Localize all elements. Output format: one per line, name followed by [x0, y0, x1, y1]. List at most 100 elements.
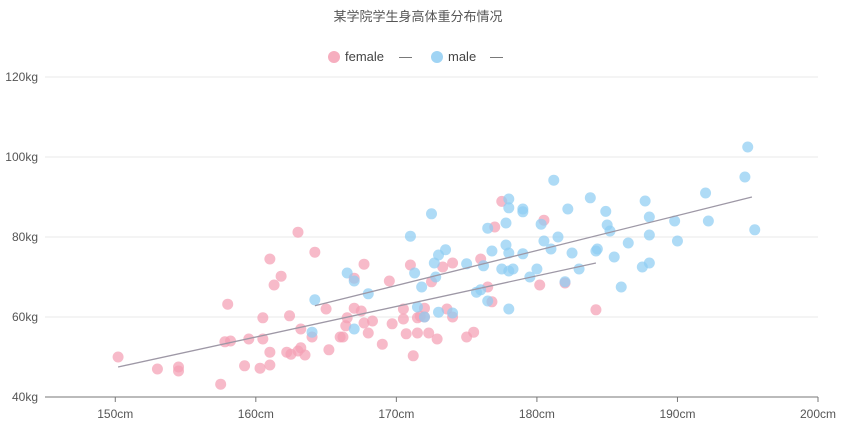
data-point-male	[669, 215, 681, 227]
data-point-male	[545, 243, 557, 255]
data-point-female	[284, 310, 296, 322]
data-point-male	[562, 203, 574, 215]
data-point-male	[486, 245, 498, 257]
data-point-female	[362, 327, 374, 339]
data-point-male	[702, 215, 714, 227]
data-point-male	[500, 217, 512, 229]
data-point-female	[590, 304, 602, 316]
x-tick-label: 180cm	[519, 407, 555, 421]
data-point-female	[151, 363, 163, 375]
data-point-male	[503, 247, 515, 259]
data-point-female	[400, 328, 412, 340]
data-point-female	[292, 226, 304, 238]
data-point-female	[397, 303, 409, 315]
y-tick-label: 60kg	[12, 310, 38, 324]
data-point-female	[397, 313, 409, 325]
data-point-female	[386, 318, 398, 330]
data-point-female	[112, 351, 124, 363]
data-point-male	[433, 306, 445, 318]
data-point-female	[268, 279, 280, 291]
legend-item-female[interactable]: female —	[328, 49, 412, 64]
data-point-male	[341, 267, 353, 279]
data-point-male	[531, 263, 543, 275]
chart-title: 某学院学生身高体重分布情况	[333, 9, 502, 24]
data-point-male	[306, 326, 318, 338]
data-point-male	[404, 230, 416, 242]
data-point-male	[447, 307, 459, 319]
data-point-male	[478, 260, 490, 272]
legend-line-male: —	[490, 49, 503, 64]
data-point-female	[366, 315, 378, 327]
data-point-male	[749, 224, 761, 236]
data-point-female	[358, 317, 370, 329]
data-point-male	[503, 303, 515, 315]
x-tick-label: 150cm	[97, 407, 133, 421]
data-point-female	[431, 333, 443, 345]
axes: 40kg 60kg 80kg 100kg 120kg 150cm 160cm 170cm 180…	[5, 70, 836, 421]
data-point-female	[275, 270, 287, 282]
data-point-female	[299, 349, 311, 361]
y-tick-label: 100kg	[5, 150, 38, 164]
x-tick-label: 160cm	[238, 407, 274, 421]
data-point-male	[643, 229, 655, 241]
data-point-male	[348, 323, 360, 335]
data-point-female	[264, 346, 276, 358]
data-point-female	[468, 326, 480, 338]
x-tick-label: 190cm	[659, 407, 695, 421]
legend-label-female: female	[345, 49, 384, 64]
y-tick-label: 120kg	[5, 70, 38, 84]
data-point-male	[362, 288, 374, 300]
data-point-female	[257, 312, 269, 324]
legend-label-male: male	[448, 49, 476, 64]
data-point-male	[430, 271, 442, 283]
trend-lines	[117, 196, 753, 368]
data-point-male	[416, 281, 428, 293]
data-point-male	[348, 275, 360, 287]
data-point-male	[739, 171, 751, 183]
data-point-male	[584, 192, 596, 204]
data-point-male	[700, 187, 712, 199]
data-point-male	[517, 206, 529, 218]
legend-marker-male	[431, 51, 443, 63]
data-point-male	[573, 263, 585, 275]
data-point-male	[671, 235, 683, 247]
data-point-female	[254, 362, 266, 374]
data-point-male	[591, 243, 603, 255]
data-point-female	[320, 303, 332, 315]
data-point-female	[222, 298, 234, 310]
data-point-male	[482, 222, 494, 234]
data-point-male	[503, 202, 515, 214]
y-tick-label: 80kg	[12, 230, 38, 244]
data-point-male	[615, 281, 627, 293]
data-point-female	[423, 327, 435, 339]
data-point-male	[604, 225, 616, 237]
data-point-female	[358, 258, 370, 270]
data-point-male	[535, 218, 547, 230]
data-point-female	[215, 378, 227, 390]
legend-line-female: —	[399, 49, 412, 64]
data-point-female	[295, 323, 307, 335]
data-point-male	[548, 174, 560, 186]
data-point-male	[440, 244, 452, 256]
data-point-female	[323, 344, 335, 356]
data-point-male	[507, 263, 519, 275]
data-point-male	[503, 193, 515, 205]
data-point-male	[461, 258, 473, 270]
data-point-male	[622, 237, 634, 249]
data-point-male	[608, 251, 620, 263]
data-point-female	[225, 335, 237, 347]
data-point-female	[447, 257, 459, 269]
data-point-female	[264, 253, 276, 265]
data-point-female	[239, 360, 251, 372]
data-point-female	[264, 359, 276, 371]
x-tick-label: 170cm	[378, 407, 414, 421]
data-point-female	[383, 275, 395, 287]
data-point-male	[309, 294, 321, 306]
data-point-male	[600, 205, 612, 217]
data-point-male	[418, 311, 430, 323]
legend-item-male[interactable]: male —	[431, 49, 503, 64]
data-point-male	[742, 141, 754, 153]
data-point-male	[482, 295, 494, 307]
